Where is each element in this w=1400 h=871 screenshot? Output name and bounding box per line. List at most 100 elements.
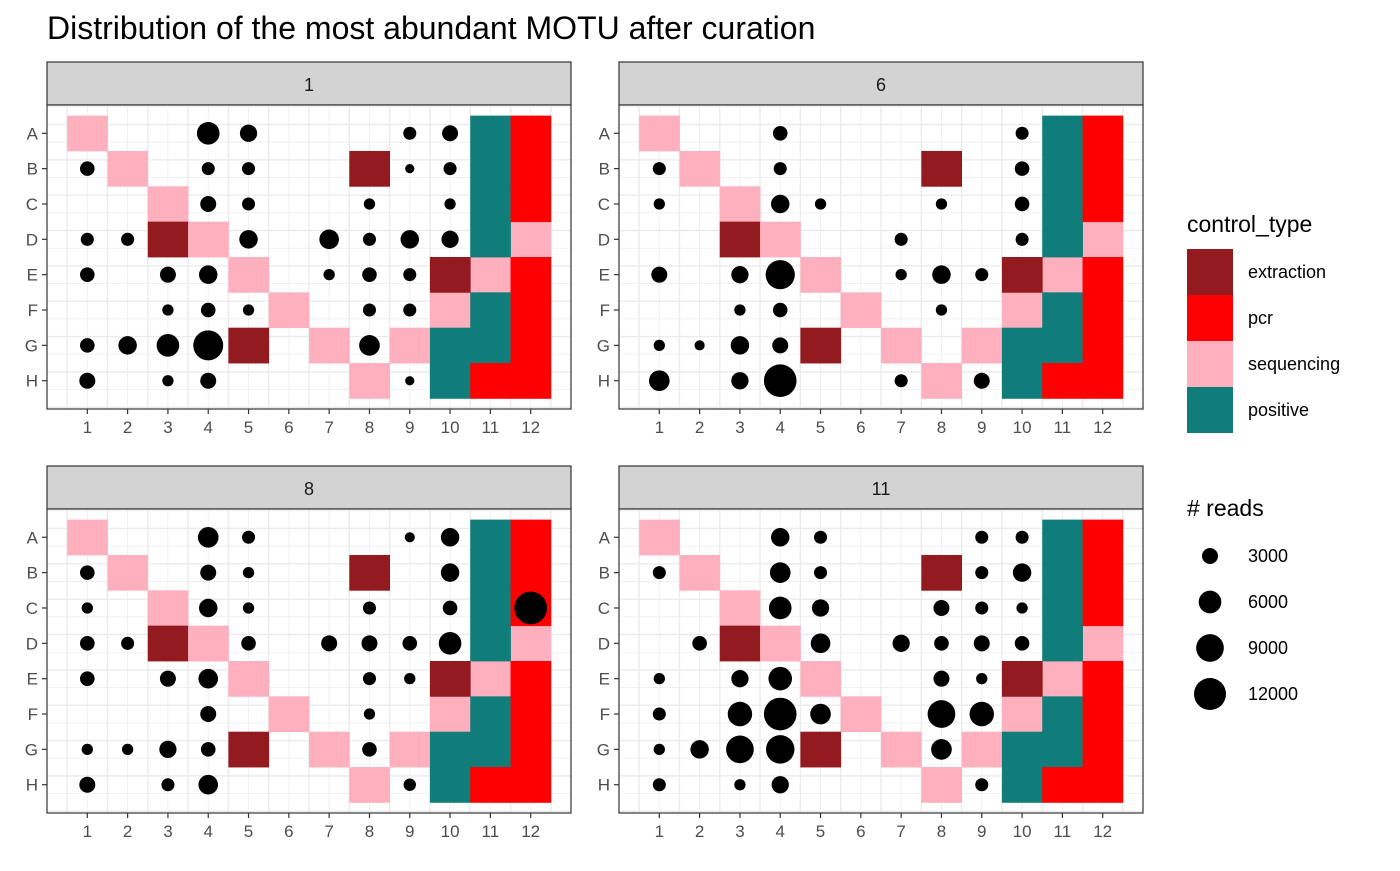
read-point — [441, 230, 459, 248]
read-point — [403, 268, 417, 282]
control-tile-positive — [1001, 767, 1043, 803]
read-point — [652, 162, 666, 176]
control-tile-pcr — [510, 731, 552, 768]
y-tick-label: B — [27, 160, 38, 179]
read-points — [648, 125, 1030, 398]
read-point — [242, 197, 256, 211]
read-point — [810, 703, 831, 725]
x-tick-label: 10 — [441, 418, 460, 437]
control-tile-pcr — [1042, 767, 1083, 803]
control-tile-sequencing — [309, 327, 350, 364]
control-tile-sequencing — [961, 731, 1003, 768]
control-tile-sequencing — [1082, 625, 1124, 662]
control-tile-positive — [1001, 363, 1043, 399]
read-point — [814, 530, 828, 544]
control-tile-extraction — [921, 554, 963, 591]
read-point — [362, 601, 376, 615]
read-point — [121, 636, 135, 650]
legend-swatch-pcr — [1187, 295, 1233, 341]
read-point — [79, 372, 96, 389]
x-tick-label: 1 — [83, 418, 92, 437]
x-tick-label: 7 — [324, 822, 333, 841]
control-tile-sequencing — [639, 115, 680, 152]
read-point — [652, 707, 666, 721]
y-tick-label: B — [599, 564, 610, 583]
read-point — [200, 742, 216, 757]
read-point — [694, 340, 705, 351]
control-tile-extraction — [921, 150, 963, 187]
control-tile-pcr — [510, 696, 552, 733]
x-tick-label: 8 — [365, 418, 374, 437]
read-point — [321, 635, 338, 652]
legend-fill-label: extraction — [1248, 262, 1326, 282]
read-point — [359, 335, 380, 356]
control-tile-positive — [1042, 327, 1083, 364]
read-point — [731, 670, 749, 688]
read-point — [734, 779, 746, 791]
control-tile-pcr — [510, 150, 552, 187]
read-point — [442, 600, 458, 616]
control-tile-pcr — [510, 327, 552, 364]
control-tile-pcr — [1082, 150, 1124, 187]
x-tick-label: 4 — [203, 418, 212, 437]
x-tick-label: 3 — [735, 418, 744, 437]
y-tick-label: D — [26, 634, 38, 653]
control-tile-positive — [470, 590, 511, 627]
legend-size-label: 3000 — [1248, 546, 1288, 566]
control-tile-positive — [470, 292, 511, 329]
read-point — [935, 304, 948, 316]
y-tick-label: D — [598, 230, 610, 249]
read-point — [814, 198, 827, 210]
control-tile-sequencing — [470, 661, 511, 697]
panel-border — [46, 508, 572, 814]
legend-size-title: # reads — [1187, 495, 1264, 521]
control-tile-pcr — [470, 767, 511, 803]
x-tick-label: 9 — [977, 418, 986, 437]
read-point — [690, 740, 709, 759]
y-tick-label: E — [599, 670, 610, 689]
control-tile-sequencing — [1001, 696, 1043, 733]
read-point — [400, 230, 420, 249]
control-tile-pcr — [510, 186, 552, 223]
read-point — [319, 229, 339, 250]
read-point — [81, 602, 93, 614]
read-point — [1014, 161, 1030, 176]
read-point — [770, 528, 790, 547]
read-point — [159, 740, 177, 759]
read-point — [200, 302, 216, 318]
read-point — [193, 330, 224, 361]
read-point — [444, 198, 456, 210]
y-tick-label: D — [26, 230, 38, 249]
read-point — [404, 532, 415, 543]
read-point — [161, 778, 175, 792]
control-tile-sequencing — [268, 292, 310, 329]
control-tile-positive — [470, 731, 511, 768]
read-point — [196, 121, 220, 145]
y-tick-label: G — [597, 740, 610, 759]
control-tile-positive — [470, 327, 511, 364]
read-point — [80, 636, 95, 651]
x-tick-label: 3 — [163, 418, 172, 437]
read-points — [79, 121, 459, 389]
y-tick-label: H — [26, 776, 38, 795]
control-tile-sequencing — [881, 731, 922, 768]
x-tick-label: 5 — [244, 418, 253, 437]
control-tile-sequencing — [840, 696, 882, 733]
facet-strip-label: 1 — [304, 75, 314, 95]
read-point — [121, 743, 134, 756]
control-tile-positive — [1042, 554, 1083, 591]
read-point — [201, 162, 215, 176]
y-tick-label: C — [26, 599, 38, 618]
control-tile-positive — [429, 327, 471, 364]
control-tile-positive — [1042, 625, 1083, 662]
control-tile-sequencing — [107, 554, 149, 591]
y-tick-label: G — [25, 740, 38, 759]
legend-fill-label: positive — [1248, 400, 1309, 420]
control-tile-pcr — [1082, 292, 1124, 329]
x-tick-label: 2 — [695, 418, 704, 437]
read-point — [198, 774, 219, 795]
y-tick-label: D — [598, 634, 610, 653]
read-point — [810, 633, 831, 654]
